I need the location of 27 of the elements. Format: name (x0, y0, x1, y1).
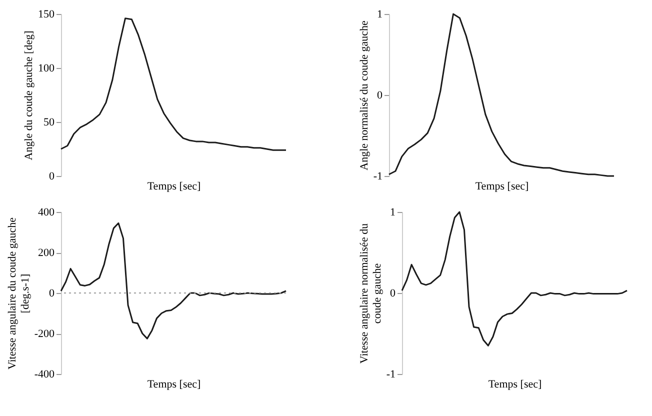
x-axis-title: Temps [sec] (488, 378, 542, 390)
y-tick-label: 0 (49, 170, 55, 182)
y-axis-title: Angle du coude gauche [deg] (23, 30, 35, 160)
y-tick-label: -400 (34, 368, 55, 380)
y-tick-label: 400 (38, 206, 55, 218)
x-axis-title: Temps [sec] (475, 180, 529, 192)
y-tick-label: 0 (377, 90, 383, 102)
y-tick-label: 1 (377, 8, 382, 20)
y-axis-title: Angle normalisé du coude gauche (358, 20, 370, 170)
y-tick-label: 0 (390, 288, 396, 300)
x-axis-title: Temps [sec] (147, 378, 201, 390)
line-series (60, 18, 287, 151)
y-tick-label: -1 (386, 368, 396, 380)
y-tick-label: 50 (44, 116, 55, 128)
y-tick-label: 1 (390, 206, 396, 218)
y-tick-label: 200 (38, 247, 55, 259)
line-series (401, 211, 628, 346)
y-tick-label: 100 (38, 62, 55, 74)
line-series (388, 13, 615, 177)
y-axis-title: Vitesse angulaire du coude gauche [deg.s-1] (6, 217, 32, 370)
x-axis-title: Temps [sec] (147, 180, 201, 192)
y-tick-label: 0 (49, 288, 55, 300)
y-tick-label: 150 (38, 8, 55, 20)
y-tick-label: -200 (34, 328, 55, 340)
y-axis-title: Vitesse angulaire normalisée du coude gauche (358, 222, 384, 364)
line-series (60, 222, 287, 340)
y-tick-label: -1 (373, 170, 382, 182)
